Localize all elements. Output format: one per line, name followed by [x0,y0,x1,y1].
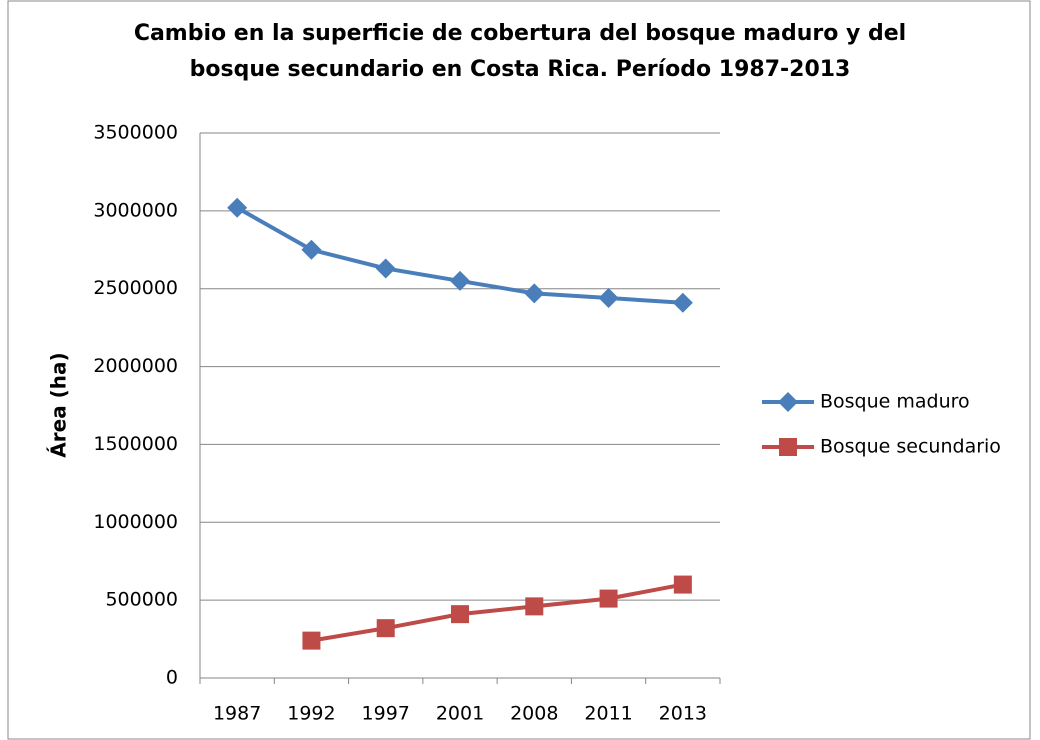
y-tick-label: 500000 [105,589,178,611]
point [672,292,693,313]
x-tick-label: 1992 [287,703,335,725]
point [227,197,248,218]
point [301,239,322,260]
point [450,270,470,291]
point [599,589,618,608]
x-tick-label: 2008 [510,703,558,725]
point [778,392,798,412]
point [598,288,619,309]
y-axis-label: Área (ha) [47,352,71,457]
chart-title: bosque secundario en Costa Rica. Período… [190,57,851,82]
series-line [311,582,684,643]
legend-label: Bosque secundario [820,436,1001,458]
point [524,283,545,304]
chart-frame [7,0,1031,740]
y-tick-label: 0 [166,667,178,689]
y-tick-label: 3000000 [93,199,178,221]
point [451,605,469,624]
y-tick-label: 2500000 [93,277,178,299]
x-tick-label: 1997 [362,703,410,725]
chart-title: Cambio en la superficie de cobertura del… [134,21,906,46]
legend-label: Bosque maduro [820,391,970,413]
point [375,258,396,279]
point [779,438,797,456]
x-tick-label: 2001 [436,703,484,725]
y-tick-label: 1500000 [93,433,178,455]
x-tick-label: 1987 [213,703,261,725]
point [673,575,692,594]
x-tick-label: 2013 [659,703,707,725]
y-tick-label: 2000000 [93,355,178,377]
point [376,619,395,638]
point [525,597,544,616]
y-tick-label: 1000000 [93,511,178,533]
x-tick-label: 2011 [584,703,632,725]
point [302,631,321,650]
y-tick-label: 3500000 [93,122,178,144]
